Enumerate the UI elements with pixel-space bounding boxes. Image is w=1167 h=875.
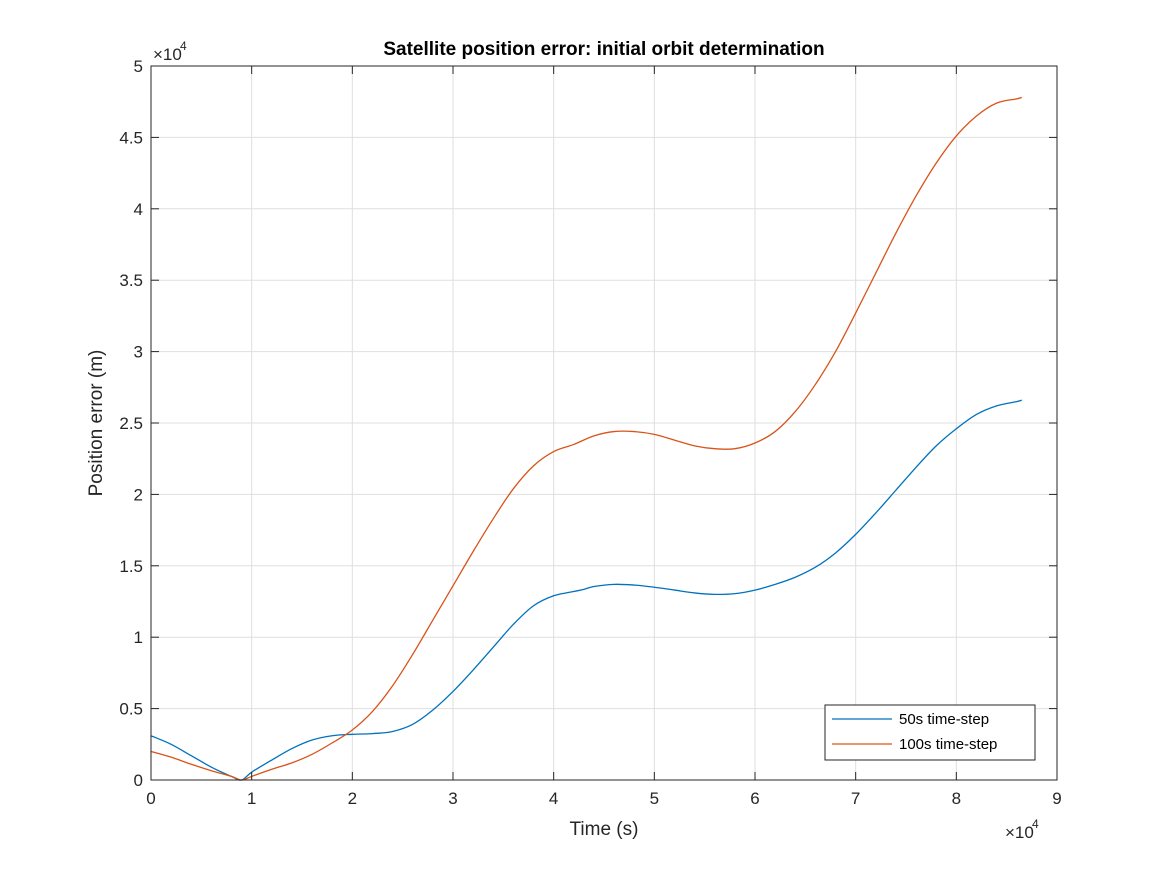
- x-tick-label: 2: [348, 789, 357, 808]
- x-tick-label: 0: [146, 789, 155, 808]
- x-tick-label: 6: [750, 789, 759, 808]
- legend-box: [824, 704, 1036, 761]
- y-tick-label: 1: [134, 628, 143, 647]
- y-tick-label: 5: [134, 57, 143, 76]
- y-axis-exponent: ×10 4: [153, 39, 187, 64]
- y-tick-label: 3.5: [119, 271, 143, 290]
- y-tick-label: 4.5: [119, 128, 143, 147]
- legend: 50s time-step 100s time-step: [824, 704, 1036, 761]
- x-exponent-power: 4: [1032, 817, 1039, 831]
- x-axis-exponent: ×10 4: [1005, 817, 1039, 842]
- ticks: 0 1 2 3 4 5 6 7 8 9 0 0.5 1 1.5 2 2.5 3 3.5 4 4.5 5: [119, 57, 1061, 808]
- x-tick-label: 4: [549, 789, 558, 808]
- x-exponent-base: ×10: [1005, 823, 1034, 842]
- y-tick-label: 4: [134, 200, 143, 219]
- series-line-100s: [150, 96, 1022, 781]
- y-tick-label: 0.5: [119, 700, 143, 719]
- y-tick-label: 2.5: [119, 414, 143, 433]
- grid: [150, 65, 1058, 781]
- y-tick-label: 3: [134, 343, 143, 362]
- chart-title: Satellite position error: initial orbit …: [383, 39, 824, 60]
- y-tick-label: 1.5: [119, 557, 143, 576]
- legend-label-50s: 50s time-step: [899, 711, 989, 728]
- x-tick-label: 1: [247, 789, 256, 808]
- series-line-50s: [150, 399, 1022, 781]
- y-exponent-base: ×10: [153, 45, 182, 64]
- legend-label-100s: 100s time-step: [899, 736, 997, 753]
- x-tick-label: 8: [952, 789, 961, 808]
- x-axis-label: Time (s): [570, 819, 639, 840]
- y-exponent-power: 4: [180, 39, 187, 53]
- x-tick-label: 3: [448, 789, 457, 808]
- x-tick-label: 9: [1052, 789, 1061, 808]
- y-tick-label: 2: [134, 485, 143, 504]
- series-layer: [150, 96, 1022, 781]
- x-tick-label: 7: [851, 789, 860, 808]
- y-tick-label: 0: [134, 771, 143, 790]
- y-axis-label: Position error (m): [86, 350, 107, 497]
- x-tick-label: 5: [650, 789, 659, 808]
